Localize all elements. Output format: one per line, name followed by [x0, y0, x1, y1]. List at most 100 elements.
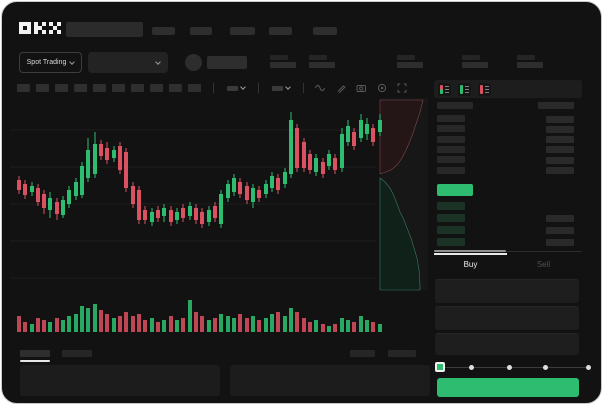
amount-skeleton	[546, 226, 574, 234]
okx-logo	[19, 22, 61, 34]
volume-bar	[118, 316, 122, 332]
volume-bar	[143, 320, 147, 332]
orderbook-divider	[434, 251, 582, 252]
last-price-highlight[interactable]	[437, 184, 473, 196]
bottom-action[interactable]	[350, 350, 375, 357]
interval-button[interactable]	[169, 84, 182, 92]
ticker-stat	[397, 55, 423, 68]
interval-button[interactable]	[93, 84, 106, 92]
candle-body	[93, 144, 97, 174]
toggle-book-bids[interactable]	[458, 83, 471, 96]
interval-button[interactable]	[17, 84, 30, 92]
bid-price-skeleton[interactable]	[437, 214, 465, 222]
candle-body	[61, 200, 65, 215]
volume-bar	[162, 320, 166, 332]
ask-price-skeleton[interactable]	[437, 156, 465, 164]
draw-icon[interactable]	[336, 83, 346, 93]
overlay-dropdown[interactable]	[272, 84, 291, 91]
candle-body	[67, 190, 71, 204]
ask-price-skeleton[interactable]	[437, 125, 465, 133]
interval-button[interactable]	[150, 84, 163, 92]
order-input-skeleton[interactable]	[435, 333, 579, 355]
candle-body	[86, 150, 90, 178]
candle-body	[42, 194, 46, 208]
bid-price-skeleton[interactable]	[437, 226, 465, 234]
tab-sell[interactable]: Sell	[507, 253, 580, 273]
bid-price-skeleton[interactable]	[437, 202, 465, 210]
order-input-skeleton[interactable]	[435, 279, 579, 303]
toggle-book-split[interactable]	[438, 83, 451, 96]
volume-bar	[264, 318, 268, 332]
candle-body	[219, 194, 223, 224]
fullscreen-icon[interactable]	[397, 83, 407, 93]
volume-bar	[80, 306, 84, 332]
volume-bar	[213, 318, 217, 332]
slider-stop[interactable]	[469, 365, 474, 370]
interval-button[interactable]	[74, 84, 87, 92]
slider-stop[interactable]	[543, 365, 548, 370]
price-chart	[10, 98, 428, 332]
amount-slider-handle[interactable]	[435, 362, 445, 372]
indicator-dropdown[interactable]	[227, 84, 246, 91]
camera-icon[interactable]	[356, 83, 367, 93]
pair-selector[interactable]	[88, 52, 168, 73]
interval-button[interactable]	[188, 84, 201, 92]
volume-bar	[359, 316, 363, 332]
wave-icon[interactable]	[315, 83, 326, 93]
amount-skeleton	[546, 214, 574, 222]
volume-bar	[308, 322, 312, 332]
slider-stop[interactable]	[507, 365, 512, 370]
candle-body	[327, 154, 331, 166]
scrollbar-thumb[interactable]	[434, 250, 506, 252]
nav-item[interactable]	[230, 27, 255, 35]
ticker-stat	[270, 55, 296, 68]
interval-button[interactable]	[131, 84, 144, 92]
candle-body	[238, 182, 242, 194]
bottom-panel-skeleton	[20, 365, 220, 396]
submit-order-button[interactable]	[437, 378, 579, 397]
toolbar-divider	[213, 83, 214, 93]
ask-price-skeleton[interactable]	[437, 115, 465, 122]
candle-body	[270, 176, 274, 188]
candle-body	[352, 132, 356, 146]
candle-body	[156, 210, 160, 218]
tab-buy[interactable]: Buy	[434, 253, 507, 273]
search-input[interactable]	[66, 22, 143, 37]
volume-bar	[346, 320, 350, 332]
volume-bar	[340, 318, 344, 332]
candle-body	[143, 210, 147, 220]
toggle-book-asks[interactable]	[478, 83, 491, 96]
volume-bar	[17, 316, 21, 332]
ask-price-skeleton[interactable]	[437, 166, 465, 174]
candle-body	[333, 158, 337, 170]
market-type-selector[interactable]: Spot Trading	[19, 52, 82, 73]
interval-button[interactable]	[36, 84, 49, 92]
bottom-tab[interactable]	[62, 350, 92, 357]
chart-canvas[interactable]	[10, 98, 432, 336]
interval-button[interactable]	[55, 84, 68, 92]
amount-skeleton	[546, 167, 574, 174]
ask-price-skeleton[interactable]	[437, 145, 465, 153]
bottom-action[interactable]	[388, 350, 416, 357]
bid-price-skeleton[interactable]	[437, 238, 465, 246]
candle-body	[213, 206, 217, 218]
candle-body	[105, 148, 109, 160]
volume-bar	[112, 318, 116, 332]
candle-body	[55, 202, 59, 214]
bottom-tab-active[interactable]	[20, 350, 50, 357]
alert-icon[interactable]	[377, 83, 387, 93]
volume-bar	[175, 320, 179, 332]
ask-price-skeleton[interactable]	[437, 135, 465, 143]
nav-item[interactable]	[313, 27, 337, 35]
volume-bar	[194, 312, 198, 332]
nav-item[interactable]	[190, 27, 212, 35]
interval-button[interactable]	[112, 84, 125, 92]
candle-body	[346, 126, 350, 142]
volume-bar	[302, 318, 306, 332]
amount-slider-track[interactable]	[439, 367, 589, 368]
nav-item[interactable]	[269, 27, 292, 35]
slider-stop[interactable]	[586, 365, 591, 370]
nav-item[interactable]	[152, 27, 175, 35]
order-input-skeleton[interactable]	[435, 306, 579, 330]
